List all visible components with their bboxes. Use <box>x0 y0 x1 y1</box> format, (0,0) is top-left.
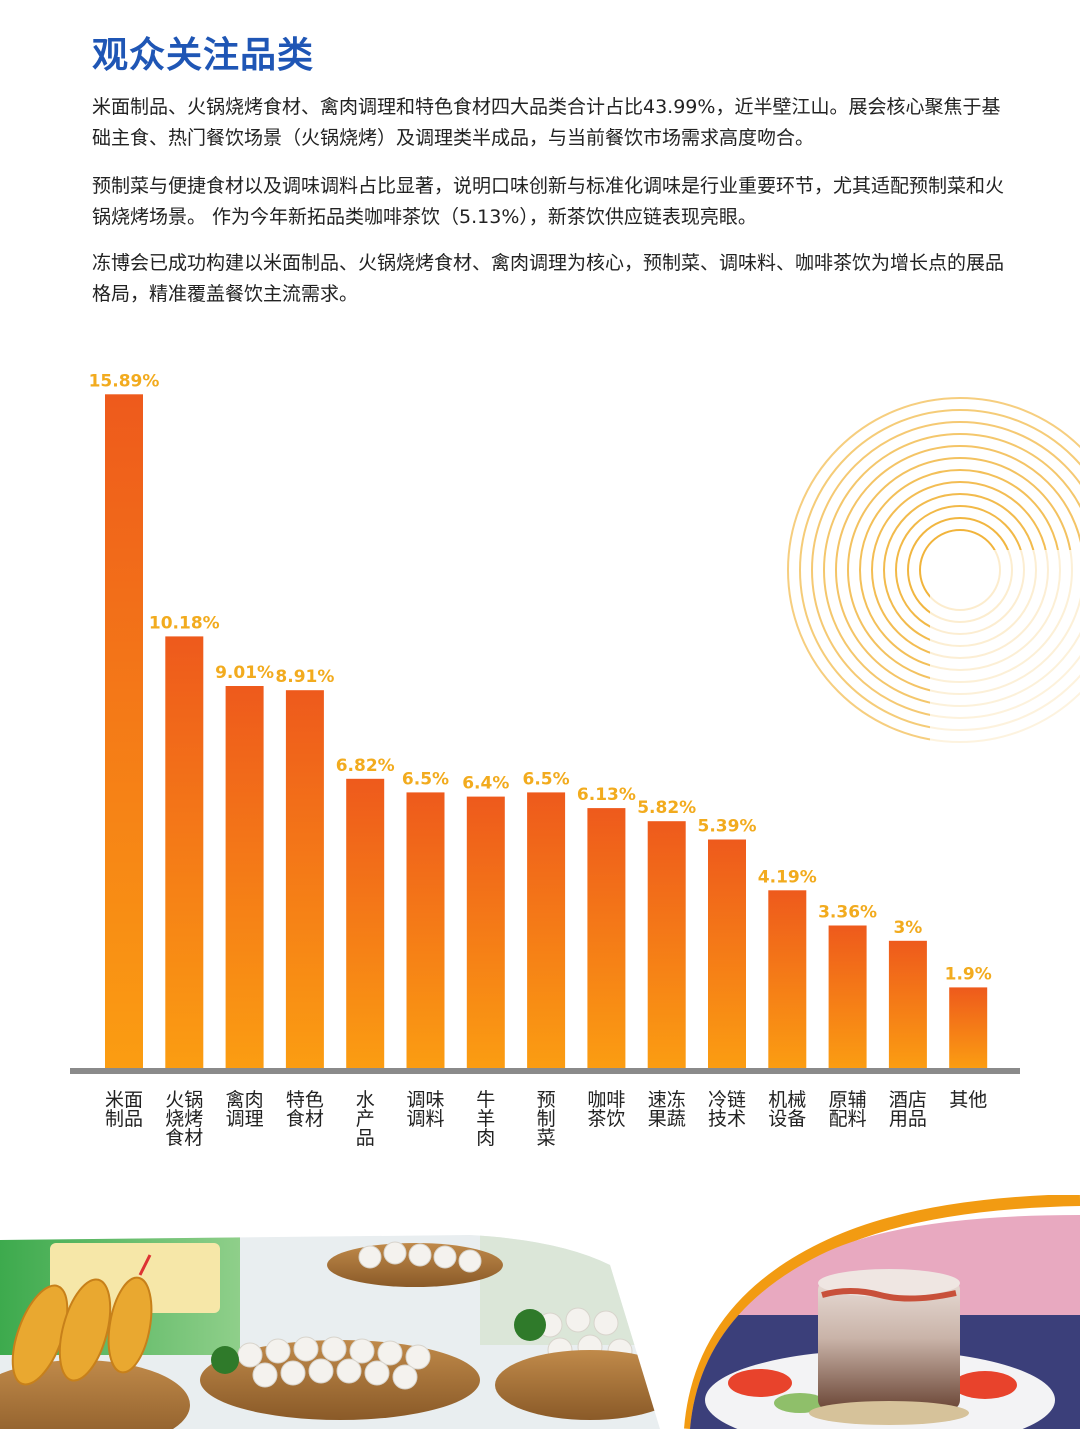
bar <box>225 686 264 1068</box>
bar <box>587 808 626 1068</box>
ring-fade-overlay <box>930 550 1080 780</box>
bar-value-label: 6.82% <box>336 756 395 776</box>
category-tick-label: 水 <box>356 1089 375 1111</box>
category-tick-label: 牛 <box>476 1089 495 1111</box>
category-tick-label: 制 <box>537 1108 556 1130</box>
category-label-group: 米面制品火锅烧烤食材禽肉调理特色食材水产品调味调料牛羊肉预制菜咖啡茶饮速冻果蔬冷… <box>105 1089 987 1149</box>
category-tick-label: 酒店 <box>889 1089 927 1111</box>
category-tick-label: 冷链 <box>708 1089 746 1111</box>
category-tick-label: 设备 <box>768 1108 806 1130</box>
bar-value-label: 6.5% <box>402 769 449 789</box>
bar-group <box>105 394 988 1068</box>
bar <box>285 690 324 1068</box>
fried-shrimp-photo <box>0 1235 660 1429</box>
bar <box>527 792 566 1068</box>
category-tick-label: 预 <box>537 1089 556 1111</box>
category-tick-label: 调味 <box>406 1089 444 1111</box>
bar <box>888 940 927 1068</box>
bar <box>647 821 686 1068</box>
category-tick-label: 米面 <box>105 1089 143 1111</box>
bar <box>828 925 867 1068</box>
intro-paragraph-1: 米面制品、火锅烧烤食材、禽肉调理和特色食材四大品类合计占比43.99%，近半壁江… <box>92 96 1001 149</box>
bar <box>346 778 385 1068</box>
intro-paragraph-2: 预制菜与便捷食材以及调味调料占比显著，说明口味创新与标准化调味是行业重要环节，尤… <box>92 175 1005 228</box>
concentric-rings-decoration <box>787 397 1080 780</box>
category-tick-label: 特色 <box>286 1089 324 1111</box>
bar-value-label: 6.4% <box>462 774 509 794</box>
category-tick-label: 速冻 <box>648 1089 686 1111</box>
category-tick-label: 其他 <box>949 1089 987 1111</box>
category-tick-label: 肉 <box>476 1127 495 1149</box>
category-tick-label: 食材 <box>165 1127 203 1149</box>
bar-value-label: 3.36% <box>818 903 877 923</box>
category-tick-label: 用品 <box>889 1108 927 1130</box>
bar <box>406 792 445 1068</box>
bar-value-label: 6.13% <box>577 785 636 805</box>
category-tick-label: 调料 <box>406 1108 444 1130</box>
bar-value-label: 3% <box>893 918 922 938</box>
category-tick-label: 品 <box>356 1127 375 1149</box>
bar-value-label: 4.19% <box>758 867 817 887</box>
bar-value-label: 1.9% <box>945 964 992 984</box>
category-tick-label: 羊 <box>476 1108 495 1130</box>
bar <box>466 796 505 1068</box>
category-tick-label: 制品 <box>105 1108 143 1130</box>
intro-paragraph-3: 冻博会已成功构建以米面制品、火锅烧烤食材、禽肉调理为核心，预制菜、调味料、咖啡茶… <box>92 252 1005 305</box>
bar <box>949 987 988 1068</box>
category-tick-label: 禽肉 <box>226 1089 264 1111</box>
category-tick-label: 食材 <box>286 1108 324 1130</box>
bar-value-label: 9.01% <box>215 663 274 683</box>
bar <box>165 636 204 1068</box>
category-tick-label: 技术 <box>708 1108 746 1130</box>
category-tick-label: 菜 <box>537 1127 556 1149</box>
category-bar-chart: 15.89% 10.18% 9.01% 8.91% 6.82% 6.5% 6.4% 6.5% 6… <box>0 360 1080 1180</box>
bar-value-label: 5.82% <box>637 798 696 818</box>
value-label-group: 15.89% 10.18% 9.01% 8.91% 6.82% 6.5% 6.4% 6.5% 6… <box>89 371 992 984</box>
category-tick-label: 调理 <box>226 1108 264 1130</box>
bar <box>708 839 746 1068</box>
category-tick-label: 果蔬 <box>648 1108 686 1130</box>
bar-value-label: 15.89% <box>89 371 160 391</box>
page-title: 观众关注品类 <box>92 35 315 76</box>
bar <box>105 394 143 1068</box>
category-tick-label: 机械 <box>768 1089 806 1111</box>
bar <box>768 890 807 1068</box>
bar-value-label: 10.18% <box>149 613 220 633</box>
chart-svg: 15.89% 10.18% 9.01% 8.91% 6.82% 6.5% 6.4% 6.5% 6… <box>70 371 1080 1149</box>
bar-value-label: 8.91% <box>275 667 334 687</box>
coffee-cup-photo <box>690 1215 1080 1429</box>
category-tick-label: 原辅 <box>829 1089 867 1111</box>
category-tick-label: 产 <box>356 1108 375 1130</box>
category-tick-label: 咖啡 <box>587 1089 625 1111</box>
category-tick-label: 配料 <box>829 1108 867 1130</box>
bar-value-label: 5.39% <box>698 817 757 837</box>
category-tick-label: 火锅 <box>165 1089 203 1111</box>
category-tick-label: 烧烤 <box>165 1108 203 1130</box>
photo-strip <box>0 1195 1080 1429</box>
category-tick-label: 茶饮 <box>587 1108 625 1130</box>
bar-value-label: 6.5% <box>523 769 570 789</box>
